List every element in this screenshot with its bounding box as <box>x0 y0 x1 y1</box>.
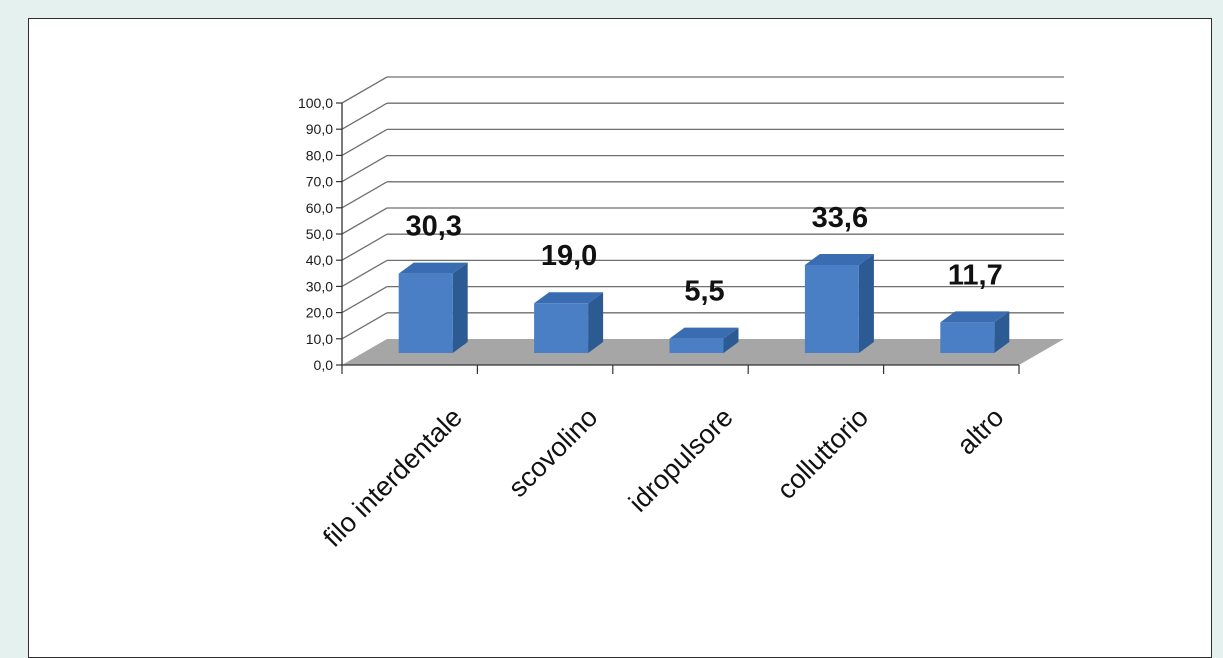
bar-side <box>452 262 468 353</box>
bar <box>669 338 724 353</box>
x-category-label: idropulsore <box>623 402 739 518</box>
x-category-label: filo interdentale <box>317 402 468 553</box>
x-category-label: colluttorio <box>771 402 874 505</box>
y-tick-label: 90,0 <box>306 121 333 137</box>
gridline-side <box>341 102 388 130</box>
bar-side <box>994 311 1010 353</box>
bar-top <box>940 311 1010 323</box>
gridline-side <box>341 312 388 340</box>
bar-top <box>534 292 604 304</box>
y-tick-label: 100,0 <box>298 95 333 111</box>
y-tick-label: 80,0 <box>306 147 333 163</box>
gridline-side <box>341 259 388 287</box>
bar <box>534 303 589 353</box>
y-tick-label: 70,0 <box>306 174 333 190</box>
y-tick-label: 0,0 <box>314 357 334 373</box>
bar-top <box>398 262 468 274</box>
gridline-side <box>341 155 388 183</box>
y-tick-label: 10,0 <box>306 331 333 347</box>
data-label: 11,7 <box>948 259 1003 291</box>
y-tick-label: 60,0 <box>306 200 333 216</box>
bar-chart: 0,0 10,0 20,0 30,0 40,0 50,0 60,0 70,0 80,0 90,0 1… <box>298 76 1064 553</box>
y-tick-label: 30,0 <box>306 278 333 294</box>
bar-top <box>669 327 739 339</box>
gridline-side <box>341 233 388 261</box>
chart-frame: 0,0 10,0 20,0 30,0 40,0 50,0 60,0 70,0 80,0 90,0 1… <box>28 18 1212 658</box>
gridline-side <box>341 207 388 235</box>
x-category-label: altro <box>951 402 1009 460</box>
gridline-side <box>341 181 388 209</box>
bar-side <box>588 292 604 353</box>
bar-side <box>723 327 739 353</box>
bar <box>398 273 453 353</box>
bar-top <box>804 253 874 265</box>
data-label: 30,3 <box>405 211 461 243</box>
bar <box>940 322 995 353</box>
data-label: 33,6 <box>812 202 868 234</box>
y-tick-label: 50,0 <box>306 226 333 242</box>
gridline-side <box>341 128 388 156</box>
y-tick-label: 20,0 <box>306 305 333 321</box>
data-label: 5,5 <box>684 276 724 308</box>
bar-side <box>858 253 874 353</box>
gridline-side <box>341 76 388 104</box>
y-tick-label: 40,0 <box>306 252 333 268</box>
data-label: 19,0 <box>541 240 597 272</box>
bar <box>804 264 859 353</box>
x-category-label: scovolino <box>503 402 604 503</box>
gridline-side <box>341 286 388 314</box>
